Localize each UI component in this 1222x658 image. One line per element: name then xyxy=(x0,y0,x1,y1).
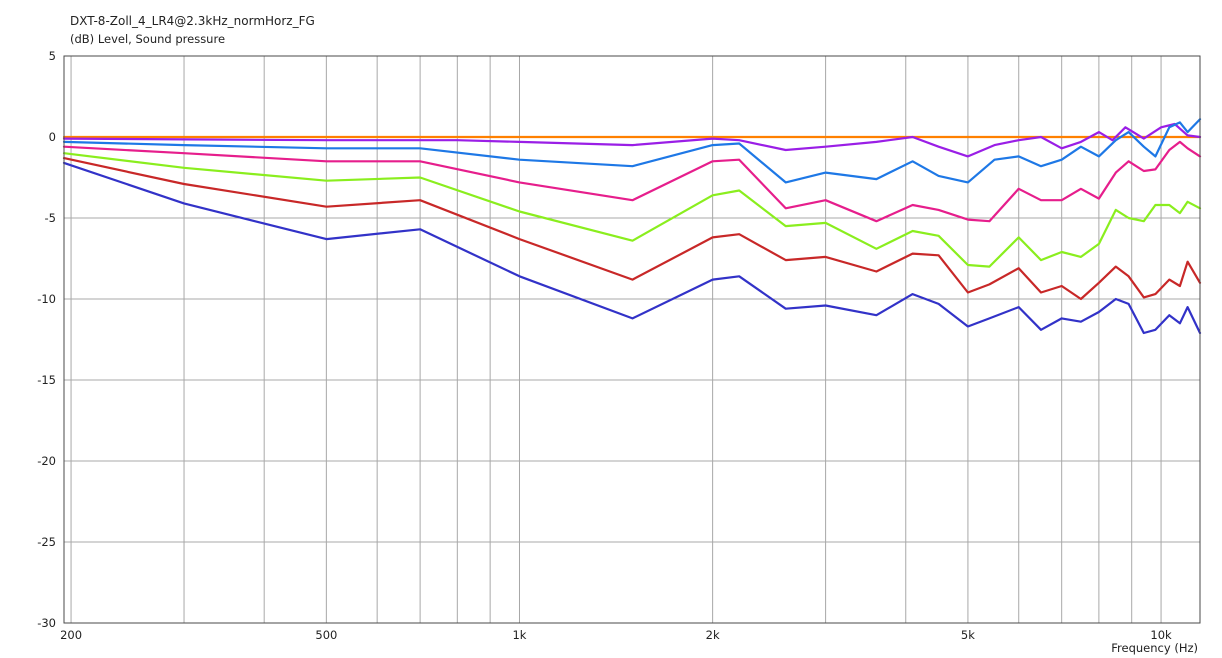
series-line xyxy=(62,140,1202,223)
x-tick-label: 2k xyxy=(706,628,720,642)
x-tick-label: 200 xyxy=(60,628,82,642)
y-tick-label: 0 xyxy=(49,130,56,144)
series-line xyxy=(62,122,1202,158)
x-tick-label: 1k xyxy=(512,628,526,642)
y-tick-label: -5 xyxy=(45,211,56,225)
series-line xyxy=(62,157,1202,301)
x-tick-labels: 200 500 1k 2k 5k 10k xyxy=(60,628,1172,642)
series-line xyxy=(62,161,1202,335)
chart-title: DXT-8-Zoll_4_LR4@2.3kHz_normHorz_FG xyxy=(70,14,315,28)
x-tick-label: 500 xyxy=(315,628,337,642)
y-tick-label: -15 xyxy=(37,373,56,387)
series-line xyxy=(62,152,1202,268)
x-axis-label: Frequency (Hz) xyxy=(1111,641,1198,655)
y-tick-labels: 5 0 -5 -10 -15 -20 -25 -30 xyxy=(37,49,56,630)
y-tick-label: -20 xyxy=(37,454,56,468)
data-series xyxy=(62,118,1202,335)
y-tick-label: 5 xyxy=(49,49,56,63)
y-tick-label: -10 xyxy=(37,292,56,306)
grid-lines xyxy=(64,55,1200,624)
y-tick-label: -30 xyxy=(37,616,56,630)
series-line xyxy=(62,118,1202,184)
x-tick-label: 10k xyxy=(1150,628,1172,642)
y-axis-label: (dB) Level, Sound pressure xyxy=(70,32,225,46)
plot-frame xyxy=(63,55,1201,624)
y-tick-label: -25 xyxy=(37,535,56,549)
x-tick-label: 5k xyxy=(961,628,975,642)
